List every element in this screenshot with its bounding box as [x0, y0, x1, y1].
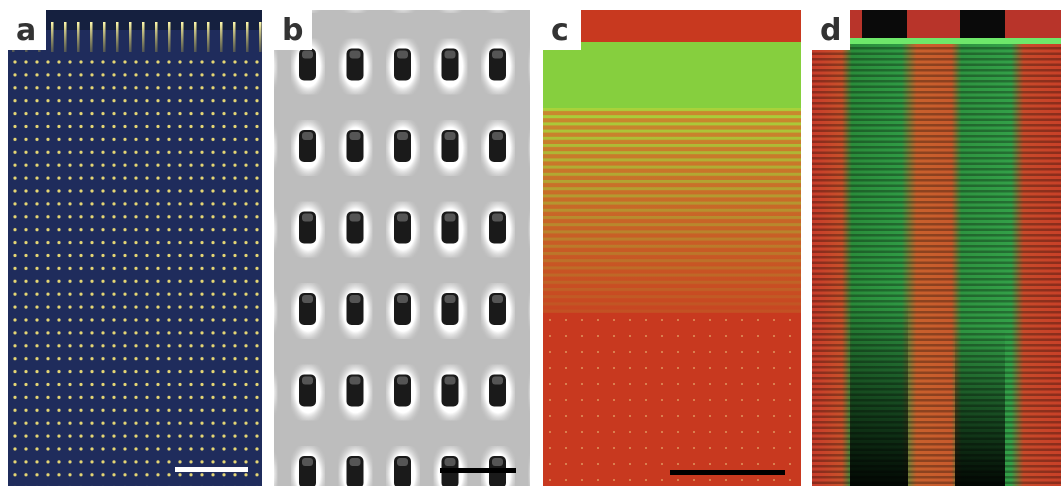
panel-a: a: [8, 10, 262, 486]
panel-label: b: [282, 13, 303, 48]
panel-d: d: [812, 10, 1061, 486]
panel-label: d: [820, 13, 841, 48]
panel-c: c: [543, 10, 801, 486]
figure: a b c d: [0, 0, 1061, 486]
panel-b: b: [274, 10, 530, 486]
panel-label: a: [16, 13, 36, 48]
panel-label: c: [551, 13, 569, 48]
